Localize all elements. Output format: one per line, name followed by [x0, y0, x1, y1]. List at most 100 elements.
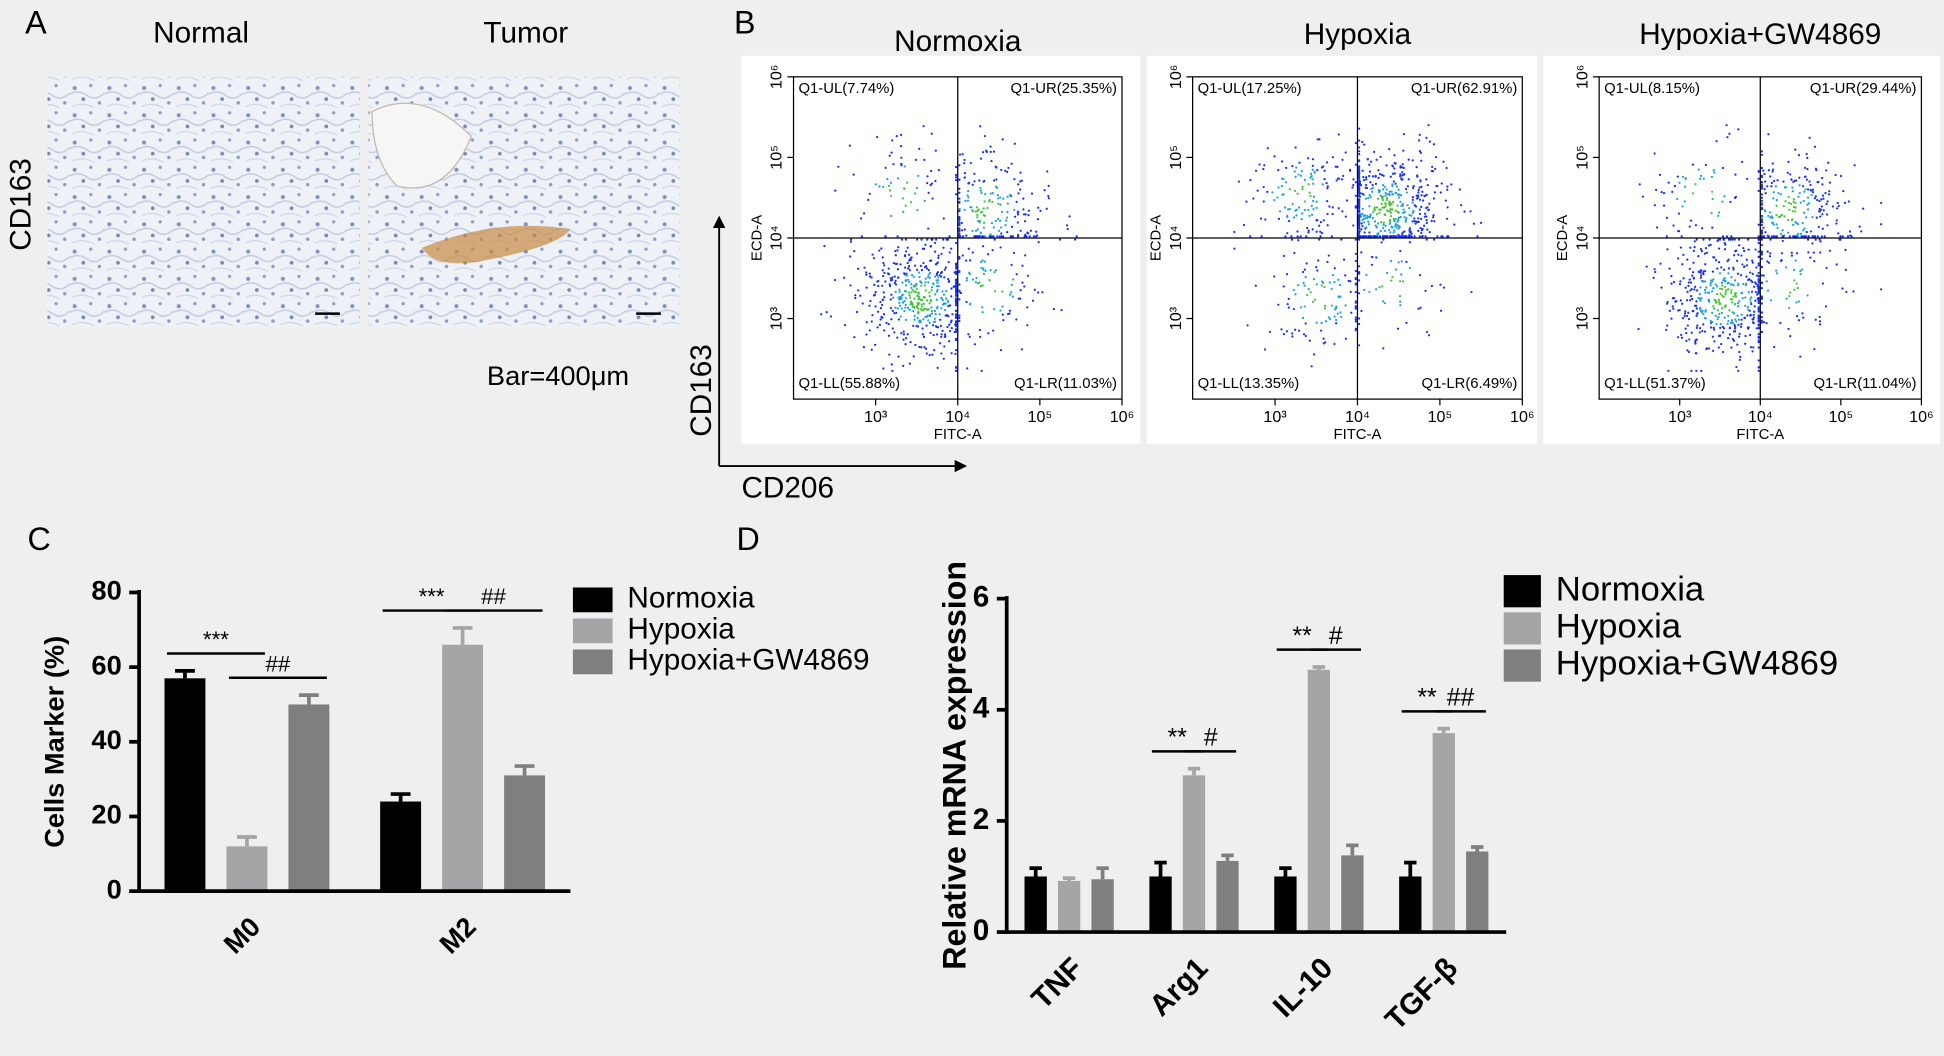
- event-dot: [1370, 160, 1373, 163]
- event-dot: [883, 296, 886, 299]
- event-dot: [1401, 280, 1405, 283]
- event-dot: [943, 308, 947, 312]
- y-axis-label: Relative mRNA expression: [937, 561, 973, 970]
- event-dot: [1334, 322, 1338, 325]
- event-dot: [1363, 221, 1366, 224]
- event-dot: [1375, 158, 1378, 161]
- event-dot: [1254, 169, 1258, 172]
- event-dot: [1360, 309, 1363, 313]
- event-dot: [1390, 259, 1393, 263]
- event-dot: [1800, 235, 1803, 238]
- event-dot: [1688, 338, 1691, 341]
- event-dot: [906, 333, 909, 336]
- event-dot: [1358, 195, 1362, 198]
- event-dot: [1849, 234, 1852, 237]
- event-dot: [1334, 307, 1338, 310]
- event-dot: [979, 186, 982, 190]
- event-dot: [872, 256, 876, 260]
- event-dot: [1299, 174, 1303, 177]
- event-dot: [1727, 267, 1731, 270]
- event-dot: [1687, 317, 1691, 321]
- event-dot: [1303, 268, 1306, 271]
- event-dot: [968, 272, 972, 276]
- event-dot: [993, 308, 996, 311]
- event-dot: [1788, 235, 1791, 238]
- bar: [380, 801, 422, 892]
- event-dot: [1303, 284, 1306, 287]
- event-dot: [1723, 276, 1726, 280]
- event-dot: [1273, 155, 1276, 158]
- event-dot: [1354, 141, 1357, 145]
- event-dot: [1418, 198, 1422, 201]
- event-dot: [967, 189, 970, 193]
- event-dot: [1716, 267, 1719, 270]
- event-dot: [917, 295, 921, 298]
- event-dot: [1277, 303, 1280, 306]
- event-dot: [1757, 264, 1760, 267]
- event-dot: [896, 268, 900, 271]
- event-dot: [868, 329, 871, 332]
- event-dot: [930, 285, 934, 289]
- event-dot: [1752, 318, 1755, 321]
- event-dot: [1695, 369, 1698, 373]
- event-dot: [1424, 235, 1427, 238]
- event-dot: [1450, 183, 1453, 186]
- dot-cloud: [1637, 238, 1760, 373]
- event-dot: [1017, 297, 1020, 300]
- event-dot: [1652, 276, 1655, 279]
- event-dot: [1357, 146, 1361, 149]
- event-dot: [924, 281, 927, 284]
- event-dot: [1767, 168, 1770, 172]
- event-dot: [1826, 224, 1829, 227]
- event-dot: [823, 244, 826, 248]
- event-dot: [1720, 281, 1723, 284]
- event-dot: [1399, 215, 1402, 219]
- event-dot: [1425, 215, 1428, 218]
- event-dot: [856, 267, 860, 270]
- event-dot: [911, 288, 914, 292]
- event-dot: [948, 340, 951, 343]
- event-dot: [1767, 261, 1771, 264]
- event-dot: [1284, 235, 1287, 238]
- event-dot: [1041, 291, 1044, 294]
- event-dot: [1420, 205, 1423, 208]
- event-dot: [1760, 311, 1764, 314]
- event-dot: [1660, 191, 1663, 194]
- event-dot: [1797, 300, 1801, 303]
- event-dot: [1723, 195, 1726, 198]
- event-dot: [999, 246, 1002, 249]
- event-dot: [1748, 278, 1751, 281]
- event-dot: [1798, 176, 1801, 179]
- event-dot: [1760, 250, 1764, 253]
- x-tick-label: 10³: [1263, 408, 1287, 426]
- event-dot: [1417, 191, 1420, 194]
- event-dot: [1009, 235, 1012, 238]
- event-dot: [1415, 194, 1418, 197]
- event-dot: [1792, 223, 1795, 227]
- event-dot: [931, 238, 934, 241]
- event-dot: [963, 208, 966, 211]
- event-dot: [1294, 146, 1297, 149]
- event-dot: [1395, 268, 1398, 271]
- event-dot: [967, 247, 970, 250]
- event-dot: [888, 154, 891, 157]
- event-dot: [1703, 280, 1707, 283]
- event-dot: [1299, 306, 1303, 309]
- event-dot: [1331, 212, 1334, 216]
- event-dot: [946, 299, 950, 302]
- event-dot: [1396, 210, 1399, 213]
- event-dot: [1390, 190, 1393, 193]
- event-dot: [930, 169, 933, 173]
- event-dot: [1357, 153, 1361, 156]
- event-dot: [927, 227, 930, 230]
- event-dot: [1368, 205, 1371, 208]
- event-dot: [1760, 229, 1764, 232]
- event-dot: [1682, 277, 1685, 280]
- event-dot: [1047, 184, 1050, 187]
- event-dot: [1399, 249, 1402, 253]
- event-dot: [890, 318, 893, 321]
- event-dot: [1362, 179, 1366, 182]
- event-dot: [1681, 317, 1685, 320]
- event-dot: [928, 276, 931, 279]
- event-dot: [1760, 150, 1764, 153]
